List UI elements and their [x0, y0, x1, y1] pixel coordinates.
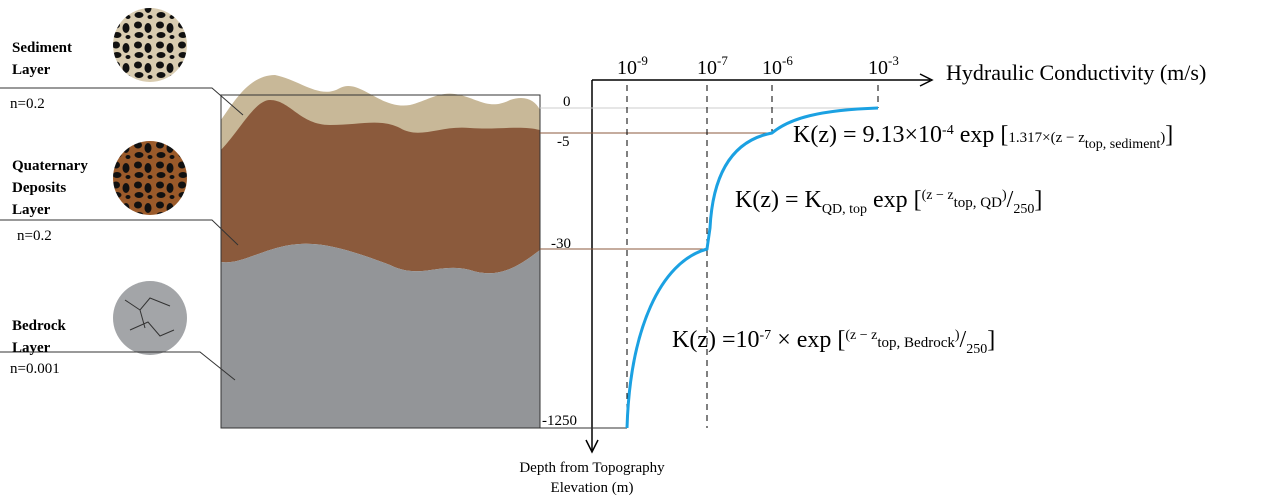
equation-part: K(z) =10 — [672, 327, 760, 353]
layer-name: Sediment — [12, 40, 72, 56]
equation-part: 250 — [1013, 202, 1034, 217]
equation-part: (z − z — [922, 188, 954, 203]
equation-part: -7 — [760, 328, 772, 343]
quaternary-icon — [113, 141, 187, 215]
tick-base: 10 — [762, 57, 782, 79]
geology-block — [220, 75, 541, 429]
layer-name: Deposits — [12, 180, 66, 196]
equation-part: ) — [1160, 130, 1165, 146]
equation-part: ] — [987, 327, 995, 353]
tick-exponent: -7 — [717, 53, 728, 68]
layer-name: Layer — [12, 202, 51, 218]
tick-exponent: -3 — [888, 53, 899, 68]
equation: K(z) = KQD, top exp [(z − ztop, QD)/250] — [735, 187, 1042, 217]
equation-part: K(z) = 9.13×10 — [793, 122, 942, 148]
depth-axis-label: Elevation (m) — [551, 480, 634, 496]
equation: K(z) = 9.13×10-4 exp [1.317×(z − ztop, s… — [793, 122, 1173, 152]
tick-base: 10 — [617, 57, 637, 79]
depth-tick-label: -30 — [551, 236, 571, 252]
equation-part: top, sediment — [1085, 137, 1161, 152]
equation-part: QD, top — [822, 202, 867, 217]
k-tick-label: 10-7 — [697, 53, 728, 79]
equation-part: 1.317×(z − z — [1008, 130, 1085, 146]
k-tick-label: 10-6 — [762, 53, 793, 79]
sediment-icon — [113, 8, 187, 82]
equation-part: (z − z — [845, 328, 877, 343]
layer-name: Layer — [12, 62, 51, 78]
depth-axis-label: Depth from Topography — [519, 460, 665, 476]
equation-part: top, Bedrock — [877, 335, 955, 351]
porosity: n=0.2 — [10, 96, 45, 112]
equation-part: exp [ — [867, 187, 922, 213]
k-guides — [626, 85, 879, 428]
equation-part: ] — [1165, 122, 1173, 148]
k-axis-label: Hydraulic Conductivity (m/s) — [946, 60, 1206, 85]
equation-part: exp [ — [954, 122, 1009, 148]
equation-part: top, QD — [954, 195, 1003, 211]
porosity: n=0.001 — [10, 361, 60, 377]
depth-lines — [540, 107, 878, 429]
equation-part: -4 — [942, 123, 954, 138]
equation: K(z) =10-7 × exp [(z − ztop, Bedrock)/25… — [672, 327, 995, 357]
depth-tick-label: -1250 — [542, 413, 577, 429]
bedrock-layer — [221, 243, 540, 428]
depth-tick-label: -5 — [557, 134, 570, 150]
layer-name: Layer — [12, 340, 51, 356]
layer-name: Bedrock — [12, 318, 67, 334]
k-tick-label: 10-3 — [868, 53, 899, 79]
tick-base: 10 — [697, 57, 717, 79]
depth-tick-label: 0 — [563, 94, 571, 110]
equation-part: / — [1007, 187, 1014, 213]
equation-part: / — [960, 327, 967, 353]
block-outline — [220, 94, 541, 429]
equation-part: K(z) = K — [735, 187, 823, 213]
k-profile — [625, 106, 879, 429]
tick-exponent: -9 — [637, 53, 648, 68]
layer-name: Quaternary — [12, 158, 88, 174]
equation-part: ) — [1002, 188, 1007, 203]
equation-part: 250 — [966, 342, 987, 357]
k-tick-label: 10-9 — [617, 53, 648, 79]
porosity: n=0.2 — [17, 228, 52, 244]
equation-part: ] — [1034, 187, 1042, 213]
tick-exponent: -6 — [782, 53, 793, 68]
equation-part: × exp [ — [771, 327, 845, 353]
axes — [585, 73, 934, 454]
tick-base: 10 — [868, 57, 888, 79]
leader-lines — [0, 87, 244, 381]
quaternary-layer — [221, 100, 540, 274]
bedrock-icon — [113, 281, 187, 355]
equation-part: ) — [955, 328, 960, 343]
